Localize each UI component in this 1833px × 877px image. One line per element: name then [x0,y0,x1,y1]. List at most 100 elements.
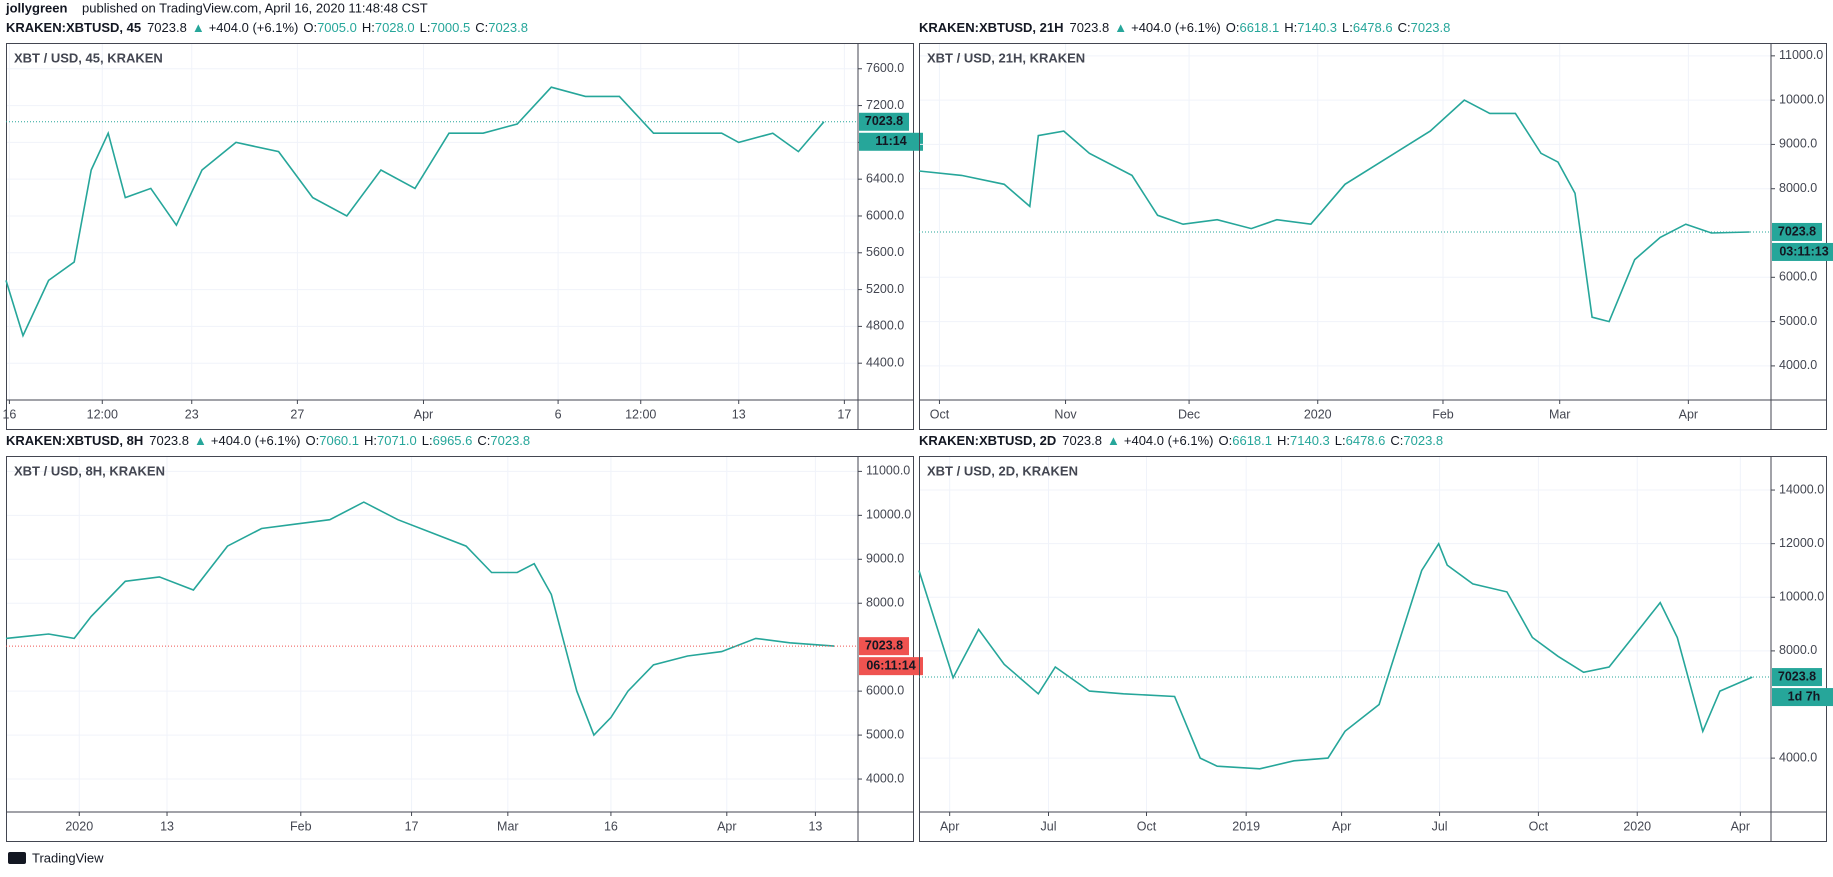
symbol-header: KRAKEN:XBTUSD, 8H 7023.8 ▲ +404.0 (+6.1%) O:… [6,433,530,448]
x-tick-label: 17 [837,407,851,421]
chart-legend: XBT / USD, 8H, KRAKEN [14,463,165,478]
y-tick-label: 8000.0 [1779,181,1817,195]
x-tick-label: Apr [717,819,736,833]
x-tick-label: Apr [1679,407,1698,421]
price-line [5,501,835,737]
ohlc-value: 6478.6 [1353,20,1393,35]
chart-legend: XBT / USD, 2D, KRAKEN [927,463,1078,478]
ohlc-value: 6618.1 [1239,20,1279,35]
y-tick-label: 4000.0 [1779,750,1817,764]
last-price-tag [859,112,909,131]
y-tick-label: 5600.0 [866,245,904,259]
x-tick-label: Apr [940,819,959,833]
y-tick-label: 4000.0 [1779,358,1817,372]
chart-panel: KRAKEN:XBTUSD, 21H 7023.8 ▲ +404.0 (+6.1%) O… [918,20,1833,430]
y-tick-label: 6000.0 [866,208,904,222]
x-tick-label: Mar [497,819,519,833]
brand[interactable]: TradingView [32,850,104,865]
ohlc-label: L: [422,433,433,448]
y-tick-label: 6000.0 [866,683,904,697]
x-tick-label: Nov [1054,407,1077,421]
ohlc-label: C: [1398,20,1411,35]
ohlc-value: 7023.8 [1403,433,1443,448]
x-tick-label: 27 [290,407,304,421]
y-tick-label: 11000.0 [1779,48,1823,62]
symbol: KRAKEN:XBTUSD, 2D [919,433,1056,448]
panel-frame [919,43,1827,430]
symbol-header: KRAKEN:XBTUSD, 21H 7023.8 ▲ +404.0 (+6.1%) O… [919,20,1450,35]
x-tick-label: 2020 [65,819,93,833]
x-tick-label: 2020 [1623,819,1651,833]
ohlc-label: L: [1335,433,1346,448]
ohlc-value: 7071.0 [377,433,417,448]
x-tick-label: Feb [1432,407,1454,421]
ohlc-value: 6478.6 [1346,433,1386,448]
x-tick-label: Dec [1178,407,1200,421]
y-tick-label: 8000.0 [866,596,904,610]
panel-frame [6,43,914,430]
x-tick-label: Oct [1529,819,1549,833]
logo [8,852,26,864]
x-tick-label: Apr [1731,819,1750,833]
symbol-header: KRAKEN:XBTUSD, 2D 7023.8 ▲ +404.0 (+6.1%) O:… [919,433,1443,448]
change: +404.0 (+6.1%) [1131,20,1221,35]
x-tick-label: 13 [808,819,822,833]
last-price-label: 7023.8 [865,114,903,128]
y-tick-label: 12000.0 [1779,536,1824,550]
countdown-tag [859,657,923,676]
ohlc-value: 6965.6 [433,433,473,448]
y-tick-label: 5000.0 [866,727,904,741]
last-price-tag [1772,222,1822,241]
direction: ▲ [1107,433,1120,448]
published-note: published on TradingView.com, April 16, … [82,0,428,15]
direction: ▲ [1114,20,1127,35]
price-line [918,99,1750,323]
x-tick-label: 12:00 [87,407,118,421]
price-line [918,541,1753,770]
y-tick-label: 7200.0 [866,98,904,112]
x-tick-label: 16 [604,819,618,833]
countdown-tag [1772,242,1833,261]
ohlc-value: 6618.1 [1232,433,1272,448]
ohlc-value: 7023.8 [490,433,530,448]
chart-legend: XBT / USD, 21H, KRAKEN [927,50,1085,65]
ohlc-label: C: [477,433,490,448]
ohlc-value: 7140.3 [1297,20,1337,35]
x-tick-label: Feb [290,819,312,833]
countdown-label: 06:11:14 [866,658,915,672]
ohlc-label: H: [1284,20,1297,35]
ohlc-value: 7140.3 [1290,433,1330,448]
y-tick-label: 5000.0 [1779,314,1817,328]
y-tick-label: 10000.0 [1779,590,1824,604]
x-tick-label: Mar [1549,407,1571,421]
x-tick-label: Jul [1041,819,1057,833]
x-tick-label: Oct [1137,819,1157,833]
y-tick-label: 4400.0 [866,355,904,369]
x-tick-label: 17 [405,819,419,833]
change: +404.0 (+6.1%) [1124,433,1214,448]
symbol: KRAKEN:XBTUSD, 21H [919,20,1063,35]
last-price: 7023.8 [149,433,189,448]
ohlc-label: O: [303,20,317,35]
ohlc-label: O: [1219,433,1233,448]
ohlc-value: 7028.0 [375,20,415,35]
direction: ▲ [194,433,207,448]
ohlc-label: L: [420,20,431,35]
y-tick-label: 14000.0 [1779,482,1824,496]
y-tick-label: 4800.0 [866,319,904,333]
chart-panel: KRAKEN:XBTUSD, 45 7023.8 ▲ +404.0 (+6.1%) O:… [2,20,923,430]
x-tick-label: 6 [555,407,562,421]
panel-frame [6,456,914,842]
x-tick-label: Oct [930,407,950,421]
symbol: KRAKEN:XBTUSD, 45 [6,20,141,35]
countdown-label: 1d 7h [1788,689,1821,703]
y-tick-label: 11000.0 [866,464,910,478]
ohlc-value: 7005.0 [317,20,357,35]
change: +404.0 (+6.1%) [211,433,301,448]
x-tick-label: 13 [732,407,746,421]
x-tick-label: 13 [160,819,174,833]
ohlc-label: O: [1226,20,1240,35]
countdown-label: 03:11:13 [1779,244,1828,258]
change: +404.0 (+6.1%) [209,20,299,35]
